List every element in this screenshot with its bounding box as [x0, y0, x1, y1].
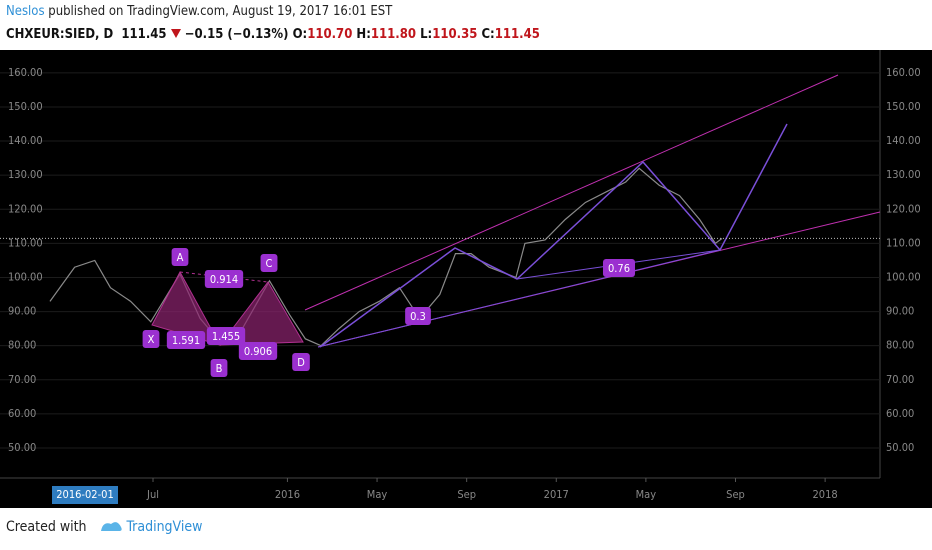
change: −0.15 (−0.13%)	[184, 27, 289, 42]
x-tick-label: 2017	[544, 488, 569, 501]
annotation: A	[171, 248, 189, 266]
down-arrow	[170, 29, 181, 38]
y-tick-label-right: 100.00	[886, 270, 921, 283]
annotation-box	[260, 254, 278, 272]
y-tick-label-right: 90.00	[886, 305, 914, 318]
high: 111.80	[370, 27, 417, 42]
annotation-box	[206, 327, 246, 345]
annotation-label: 0.906	[244, 345, 272, 358]
annotation-label: D	[297, 356, 305, 369]
annotation-box	[405, 307, 431, 325]
annotation-box	[238, 342, 278, 360]
y-tick-label-right: 160.00	[886, 66, 921, 79]
annotation: 0.3	[405, 307, 431, 325]
x-tick-label: 2018	[813, 488, 838, 501]
annotation-label: X	[148, 333, 155, 346]
y-tick-label-left: 100.00	[8, 270, 43, 283]
annotation-box	[171, 248, 189, 266]
annotation: 1.455	[206, 327, 246, 345]
annotation-label: A	[177, 251, 184, 264]
y-tick-label-right: 130.00	[886, 168, 921, 181]
y-tick-label-left: 110.00	[8, 236, 43, 249]
y-tick-label-left: 90.00	[8, 305, 36, 318]
annotation-label: B	[216, 362, 223, 375]
annotation-box	[142, 330, 160, 348]
y-tick-label-left: 60.00	[8, 407, 36, 420]
y-tick-label-left: 120.00	[8, 202, 43, 215]
brand[interactable]: TradingView	[126, 519, 203, 535]
y-tick-label-right: 60.00	[886, 407, 914, 420]
annotation-label: 1.591	[172, 334, 200, 347]
annotation: 0.906	[238, 342, 278, 360]
published: published on TradingView.com, August 19,…	[48, 4, 393, 19]
y-tick-label-left: 140.00	[8, 134, 43, 147]
x-tick-label: May	[636, 488, 657, 501]
annotation: 1.591	[166, 331, 206, 349]
x-cursor-label: 2016-02-01	[56, 488, 114, 501]
annotation-box	[602, 259, 636, 277]
annotation: D	[292, 353, 310, 371]
zigzag	[319, 123, 788, 348]
y-tick-label-right: 50.00	[886, 441, 914, 454]
close-label: C:	[481, 27, 495, 42]
y-tick-label-right: 70.00	[886, 373, 914, 386]
x-tick-label: Sep	[457, 488, 476, 501]
low: 110.35	[432, 27, 478, 42]
y-tick-label-left: 160.00	[8, 66, 43, 79]
open: 110.70	[307, 27, 353, 42]
annotation: 0.76	[602, 259, 636, 277]
footer: Created with TradingView	[6, 519, 202, 535]
annotation: 0.914	[204, 270, 244, 288]
annotation-box	[292, 353, 310, 371]
trend-line	[317, 249, 721, 348]
close: 111.45	[494, 27, 540, 42]
header: Neslos published on TradingView.com, Aug…	[6, 4, 392, 19]
y-tick-label-right: 150.00	[886, 100, 921, 113]
y-tick-label-left: 130.00	[8, 168, 43, 181]
annotation-label: C	[266, 257, 273, 270]
created-with: Created with	[6, 519, 87, 535]
open-label: O:	[292, 27, 308, 42]
annotation-label: 0.76	[608, 262, 630, 275]
chart-bg	[0, 50, 932, 508]
last: 111.45	[121, 27, 167, 42]
annotation-box	[204, 270, 244, 288]
annotation-label: 0.3	[410, 310, 426, 323]
annotation: B	[210, 359, 228, 377]
logo	[100, 522, 122, 531]
annotation-box	[210, 359, 228, 377]
y-tick-label-left: 80.00	[8, 339, 36, 352]
y-tick-label-left: 50.00	[8, 441, 36, 454]
y-tick-label-right: 80.00	[886, 339, 914, 352]
y-tick-label-right: 120.00	[886, 202, 921, 215]
symbol: CHXEUR:SIED, D	[6, 27, 114, 42]
y-tick-label-right: 110.00	[886, 236, 921, 249]
x-tick-label: 2016	[275, 488, 300, 501]
x-tick-label: May	[367, 488, 388, 501]
annotation-box	[166, 331, 206, 349]
annotation-label: 1.455	[212, 330, 240, 343]
annotation: C	[260, 254, 278, 272]
annotation-label: 0.914	[210, 273, 238, 286]
low-label: L:	[420, 27, 433, 42]
chart: 50.00 50.00 60.00 60.00 70.00 70.00 80.00 80.00…	[0, 50, 932, 508]
annotation: X	[142, 330, 160, 348]
x-tick-label: Jul	[146, 488, 159, 501]
y-tick-label-left: 150.00	[8, 100, 43, 113]
channel-upper	[304, 74, 839, 311]
author[interactable]: Neslos	[6, 4, 45, 19]
ticker: CHXEUR:SIED, D 111.45 −0.15 (−0.13%) O:1…	[6, 27, 540, 42]
cursor-box	[52, 486, 118, 504]
y-tick-label-left: 70.00	[8, 373, 36, 386]
high-label: H:	[356, 27, 371, 42]
x-tick-label: Sep	[726, 488, 745, 501]
y-tick-label-right: 140.00	[886, 134, 921, 147]
